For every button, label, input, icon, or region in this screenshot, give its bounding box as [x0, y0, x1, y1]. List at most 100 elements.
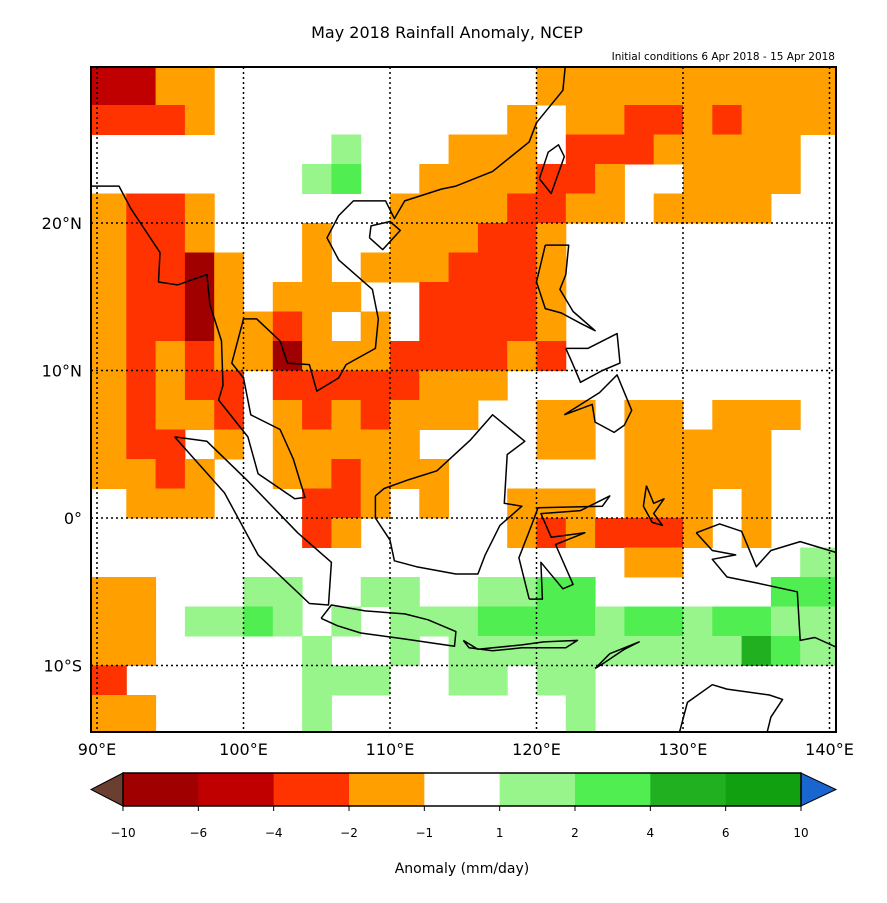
- anomaly-cell: [91, 311, 127, 342]
- anomaly-cell: [477, 341, 508, 371]
- anomaly-cell: [624, 67, 655, 106]
- anomaly-cell: [683, 134, 713, 165]
- coastline-north-australia: [678, 683, 784, 732]
- anomaly-cell: [243, 577, 274, 607]
- anomaly-cell: [507, 223, 537, 253]
- anomaly-cell: [565, 164, 596, 194]
- anomaly-grid: [91, 67, 836, 732]
- anomaly-cell: [653, 105, 684, 135]
- map-frame: [90, 66, 837, 733]
- anomaly-cell: [155, 252, 186, 283]
- anomaly-cell: [712, 193, 743, 224]
- anomaly-cell: [214, 606, 244, 637]
- anomaly-cell: [477, 164, 508, 194]
- coastlines: [91, 67, 836, 732]
- coastline-visayas: [565, 332, 621, 384]
- anomaly-cell: [565, 695, 596, 725]
- anomaly-cell: [565, 429, 596, 460]
- anomaly-cell: [565, 577, 596, 607]
- anomaly-cell: [741, 134, 772, 165]
- anomaly-cell: [712, 636, 743, 666]
- anomaly-cell: [214, 311, 244, 342]
- anomaly-cell: [91, 577, 127, 607]
- anomaly-cell: [653, 518, 684, 548]
- anomaly-cell: [419, 606, 450, 637]
- anomaly-cell: [360, 370, 391, 401]
- anomaly-cell: [536, 341, 567, 371]
- anomaly-cell: [448, 282, 479, 312]
- anomaly-cell: [419, 164, 450, 194]
- anomaly-cell: [360, 459, 391, 489]
- colorbar-bin: [650, 773, 727, 806]
- anomaly-cell: [155, 105, 186, 135]
- colorbar-under-extension: [89, 772, 124, 807]
- anomaly-cell: [91, 636, 127, 666]
- anomaly-cell: [91, 282, 127, 312]
- anomaly-cell: [448, 193, 479, 224]
- coastline-new-guinea: [695, 523, 836, 648]
- anomaly-cell: [683, 606, 713, 637]
- anomaly-cell: [507, 488, 537, 519]
- colorbar-frame: [122, 772, 802, 807]
- colorbar: −10 −6 −4 −2 −1 1 2 4 6 10: [89, 772, 838, 840]
- anomaly-cell: [126, 636, 157, 666]
- anomaly-cell: [272, 606, 303, 637]
- anomaly-cell: [155, 223, 186, 253]
- coastline-java: [320, 604, 457, 648]
- latitude-label: 10°N: [42, 362, 82, 381]
- anomaly-cell: [653, 134, 684, 165]
- latitude-label: 20°N: [42, 214, 82, 233]
- anomaly-cell: [536, 164, 567, 194]
- anomaly-cell: [448, 341, 479, 371]
- anomaly-cell: [477, 665, 508, 696]
- anomaly-cell: [126, 311, 157, 342]
- anomaly-cell: [419, 400, 450, 430]
- anomaly-cell: [712, 606, 743, 637]
- anomaly-cell: [360, 311, 391, 342]
- map-title: May 2018 Rainfall Anomaly, NCEP: [311, 23, 583, 42]
- anomaly-cell: [595, 67, 625, 106]
- anomaly-cell: [507, 636, 537, 666]
- anomaly-cell: [302, 488, 332, 519]
- anomaly-cell: [624, 105, 655, 135]
- anomaly-cell: [565, 665, 596, 696]
- anomaly-cell: [507, 606, 537, 637]
- anomaly-cell: [683, 193, 713, 224]
- coastline-sumatra: [174, 436, 333, 606]
- anomaly-cell: [184, 459, 215, 489]
- anomaly-cell: [272, 370, 303, 401]
- colorbar-tick-label: −1: [415, 826, 433, 840]
- anomaly-cell: [507, 105, 537, 135]
- anomaly-cell: [741, 67, 772, 106]
- anomaly-cell: [448, 252, 479, 283]
- anomaly-cell: [243, 311, 274, 342]
- anomaly-cell: [126, 488, 157, 519]
- anomaly-cell: [155, 311, 186, 342]
- anomaly-cell: [302, 341, 332, 371]
- colorbar-over-extension: [800, 772, 838, 807]
- colorbar-tick-label: −6: [189, 826, 207, 840]
- coastline-mainland-asia: [91, 67, 566, 500]
- anomaly-cell: [770, 636, 801, 666]
- anomaly-cell: [683, 488, 713, 519]
- anomaly-cell: [302, 400, 332, 430]
- anomaly-cell: [477, 577, 508, 607]
- anomaly-cell: [126, 695, 157, 725]
- anomaly-cell: [214, 341, 244, 371]
- anomaly-cell: [91, 459, 127, 489]
- anomaly-cell: [91, 105, 127, 135]
- anomaly-cell: [624, 606, 655, 637]
- anomaly-cell: [448, 606, 479, 637]
- anomaly-cell: [712, 134, 743, 165]
- anomaly-cell: [126, 459, 157, 489]
- anomaly-cell: [126, 105, 157, 135]
- anomaly-cell: [155, 67, 186, 106]
- anomaly-cell: [624, 636, 655, 666]
- anomaly-cell: [624, 518, 655, 548]
- anomaly-cell: [683, 105, 713, 135]
- anomaly-cell: [331, 429, 362, 460]
- anomaly-cell: [214, 429, 244, 460]
- anomaly-cell: [565, 606, 596, 637]
- colorbar-tick-label: 6: [722, 826, 730, 840]
- anomaly-cell: [507, 134, 537, 165]
